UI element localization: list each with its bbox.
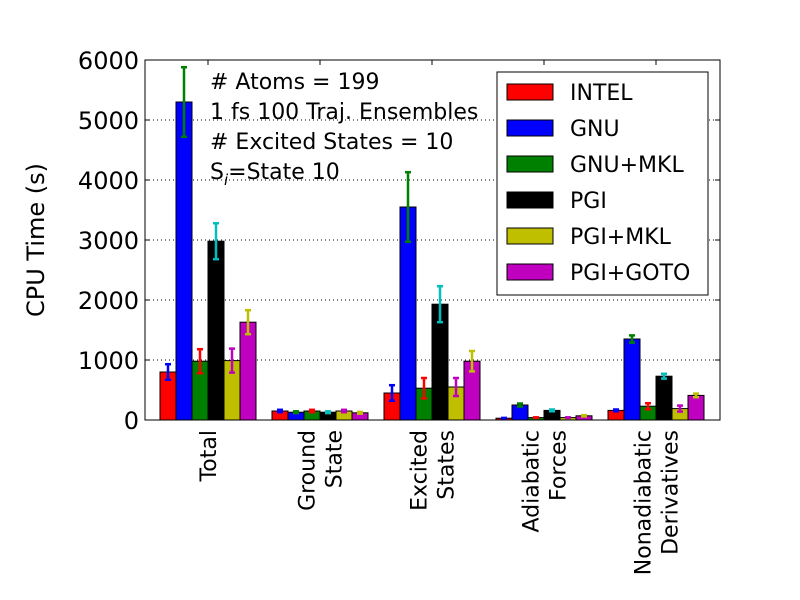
annotation-excited-states: # Excited States = 10 <box>210 130 453 155</box>
y-axis-ticks: 0 1000 2000 3000 4000 5000 6000 <box>78 47 720 435</box>
error-bar <box>197 347 203 375</box>
category-label-line: Total <box>197 430 222 482</box>
error-bar <box>325 410 331 415</box>
y-tick-label: 4000 <box>78 167 139 195</box>
annotation-ensembles: 1 fs 100 Traj. Ensembles <box>210 100 478 125</box>
error-bar <box>453 376 459 398</box>
error-bar <box>629 334 635 344</box>
error-bar <box>549 408 555 413</box>
bar-pgi-goto <box>687 394 705 421</box>
legend-swatch <box>506 227 554 245</box>
legend-label: GNU <box>570 117 620 142</box>
legend-label: INTEL <box>570 81 633 106</box>
error-bar <box>501 416 507 420</box>
annotation-atoms: # Atoms = 199 <box>210 70 379 95</box>
annotation-state: Si=State 10 <box>210 160 340 189</box>
error-bar <box>165 362 171 382</box>
error-bar <box>229 347 235 374</box>
y-tick-label: 1000 <box>78 347 139 375</box>
category-label: GroundState <box>296 430 348 511</box>
category-label: NonadiabaticDerivatives <box>632 430 684 575</box>
error-bar <box>661 372 667 380</box>
error-bars <box>165 65 699 420</box>
legend-swatch <box>506 191 554 209</box>
error-bar <box>421 376 427 400</box>
y-tick-label: 0 <box>124 407 139 435</box>
legend-label: PGI <box>570 189 607 214</box>
error-bar <box>677 404 683 413</box>
error-bar <box>405 170 411 244</box>
error-bar <box>613 408 619 413</box>
annotation-block: # Atoms = 199 1 fs 100 Traj. Ensembles #… <box>210 70 478 189</box>
error-bar <box>245 308 251 336</box>
annotation-state-prefix: S <box>210 160 224 185</box>
error-bar <box>533 416 539 420</box>
legend-swatch <box>506 263 554 281</box>
error-bar <box>293 410 299 415</box>
bar-gnu <box>623 338 641 421</box>
category-label-line: Ground <box>296 430 321 511</box>
category-label: Total <box>197 430 222 482</box>
category-label-line: Nonadiabatic <box>632 430 657 575</box>
error-bar <box>357 410 363 415</box>
y-axis-label: CPU Time (s) <box>22 163 50 317</box>
legend-swatch <box>506 119 554 137</box>
category-label: AdiabaticForces <box>520 430 572 533</box>
legend-swatch <box>506 83 554 101</box>
error-bar <box>581 413 587 418</box>
legend-label: PGI+MKL <box>570 225 672 250</box>
y-tick-label: 3000 <box>78 227 139 255</box>
category-label-line: State <box>323 430 348 488</box>
category-label-line: States <box>435 430 460 500</box>
category-label-line: Adiabatic <box>520 430 545 533</box>
bar-pgi <box>655 375 673 421</box>
category-label-line: Derivatives <box>659 430 684 555</box>
y-tick-label: 6000 <box>78 47 139 75</box>
legend-label: PGI+GOTO <box>570 261 690 286</box>
category-label-line: Excited <box>408 430 433 511</box>
error-bar <box>341 408 347 414</box>
legend: INTEL GNU GNU+MKL PGI PGI+MKL PGI+GOTO <box>496 71 709 296</box>
x-axis-category-labels: Total GroundState ExcitedStates AdiabaticFo… <box>197 60 684 575</box>
annotation-state-suffix: =State 10 <box>228 160 340 185</box>
bar-gnu <box>175 101 193 421</box>
category-label: ExcitedStates <box>408 430 460 511</box>
legend-label: GNU+MKL <box>570 153 684 178</box>
y-tick-label: 5000 <box>78 107 139 135</box>
error-bar <box>277 408 283 414</box>
error-bar <box>565 416 571 420</box>
error-bar <box>181 65 187 139</box>
error-bar <box>309 408 315 414</box>
bar-pgi <box>207 240 225 421</box>
annotation-state-subscript: i <box>224 171 229 189</box>
error-bar <box>517 402 523 408</box>
category-label-line: Forces <box>547 430 572 501</box>
error-bar <box>437 284 443 324</box>
y-tick-label: 2000 <box>78 287 139 315</box>
error-bar <box>213 221 219 261</box>
legend-box <box>496 71 709 296</box>
legend-swatch <box>506 155 554 173</box>
error-bar <box>389 383 395 403</box>
error-bar <box>645 401 651 411</box>
bar-pgi-goto <box>239 321 257 421</box>
error-bar <box>693 392 699 399</box>
error-bar <box>469 349 475 373</box>
